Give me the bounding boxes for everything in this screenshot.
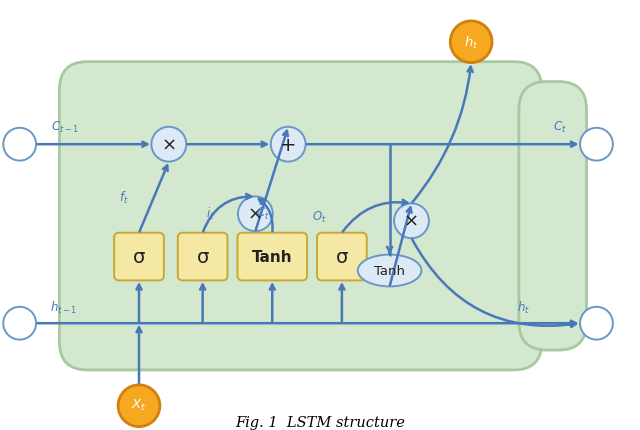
FancyArrowPatch shape (188, 142, 267, 147)
FancyArrowPatch shape (259, 200, 273, 232)
Text: ×: × (161, 136, 177, 154)
Text: σ: σ (133, 248, 145, 267)
Text: σ: σ (196, 248, 209, 267)
Text: σ: σ (336, 248, 348, 267)
Text: Tanh: Tanh (252, 249, 292, 264)
Text: $O_t$: $O_t$ (312, 210, 327, 225)
FancyArrowPatch shape (412, 240, 576, 327)
Circle shape (238, 197, 273, 232)
FancyArrowPatch shape (136, 328, 141, 384)
FancyArrowPatch shape (390, 208, 412, 286)
FancyBboxPatch shape (237, 233, 307, 281)
Circle shape (451, 22, 492, 64)
FancyArrowPatch shape (200, 285, 205, 322)
FancyArrowPatch shape (387, 247, 392, 254)
Text: +: + (280, 135, 296, 154)
Circle shape (580, 129, 613, 161)
Text: $C_t$: $C_t$ (553, 120, 566, 135)
FancyBboxPatch shape (114, 233, 164, 281)
Text: $f_t$: $f_t$ (120, 190, 129, 206)
Text: Fig. 1  LSTM structure: Fig. 1 LSTM structure (235, 415, 405, 429)
FancyBboxPatch shape (317, 233, 367, 281)
Circle shape (152, 127, 186, 162)
Text: $i_t$: $i_t$ (205, 205, 214, 221)
FancyBboxPatch shape (178, 233, 227, 281)
Circle shape (3, 129, 36, 161)
FancyArrowPatch shape (38, 321, 576, 326)
Ellipse shape (358, 255, 421, 287)
FancyArrowPatch shape (342, 200, 407, 232)
Text: $X_t$: $X_t$ (131, 397, 147, 412)
Text: $h_t$: $h_t$ (464, 35, 478, 51)
Text: $\hat{C}_t$: $\hat{C}_t$ (257, 201, 270, 221)
FancyArrowPatch shape (256, 132, 288, 230)
Circle shape (118, 385, 160, 427)
FancyArrowPatch shape (307, 142, 576, 147)
FancyArrowPatch shape (38, 142, 147, 147)
FancyArrowPatch shape (412, 68, 472, 203)
FancyArrowPatch shape (140, 166, 168, 232)
FancyArrowPatch shape (339, 285, 344, 322)
Circle shape (271, 127, 305, 162)
Circle shape (394, 204, 429, 239)
FancyBboxPatch shape (60, 62, 542, 370)
Circle shape (3, 307, 36, 340)
FancyArrowPatch shape (270, 285, 275, 322)
Circle shape (580, 307, 613, 340)
FancyArrowPatch shape (136, 285, 141, 322)
FancyArrowPatch shape (203, 194, 251, 232)
Text: ×: × (248, 206, 263, 223)
Text: ×: × (404, 212, 419, 230)
Text: $C_{t-1}$: $C_{t-1}$ (51, 120, 79, 135)
Text: $h_t$: $h_t$ (517, 299, 530, 316)
Text: $h_{t-1}$: $h_{t-1}$ (49, 299, 77, 316)
Text: Tanh: Tanh (374, 264, 405, 277)
FancyBboxPatch shape (519, 83, 586, 350)
